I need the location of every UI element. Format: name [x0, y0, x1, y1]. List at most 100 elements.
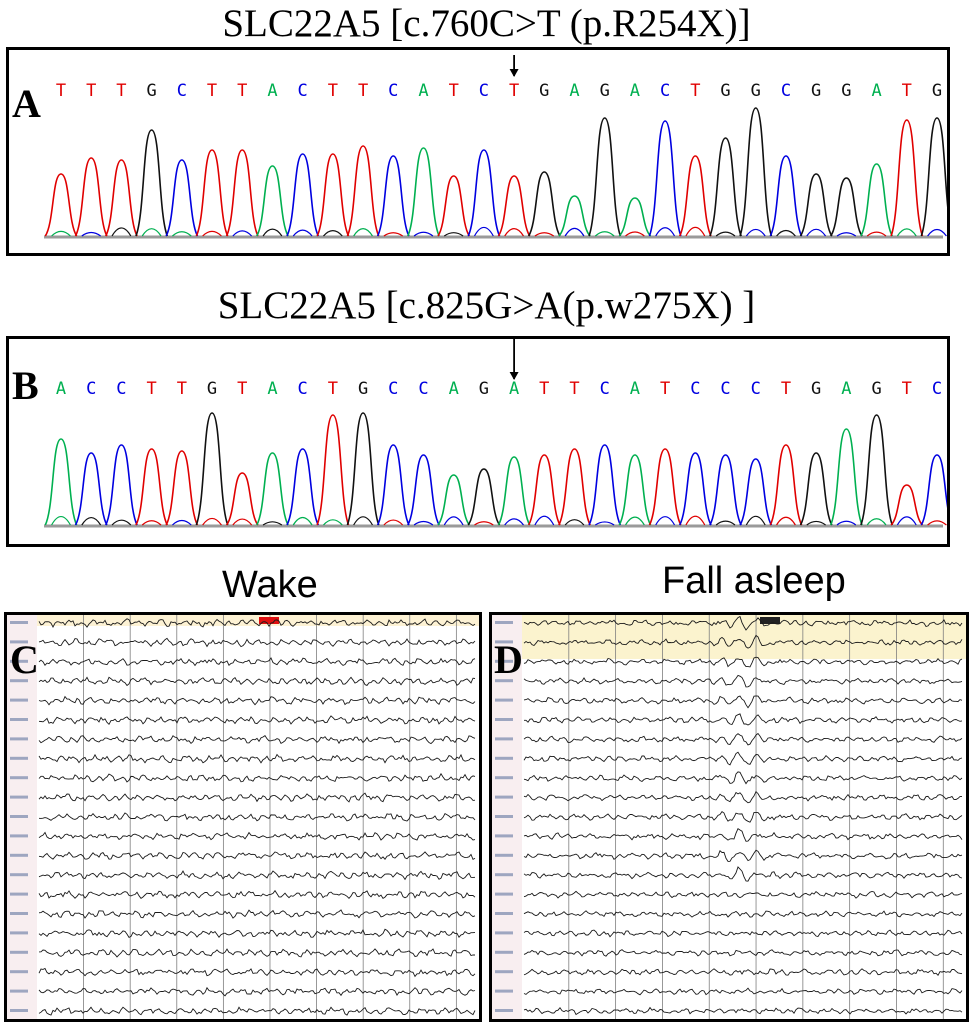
base-call-letter: T	[328, 81, 338, 101]
eeg-trace	[38, 637, 476, 648]
base-call-letter: C	[751, 379, 761, 399]
eeg-channel-label	[10, 698, 28, 702]
chromatogram-peak	[135, 448, 169, 526]
chromatogram-peak	[648, 120, 682, 237]
eeg-channel-label	[495, 659, 513, 663]
eeg-trace	[523, 656, 963, 668]
eeg-channel-label	[495, 776, 513, 780]
chromatogram-peak	[920, 454, 947, 526]
base-call-letter: C	[690, 379, 700, 399]
eeg-trace	[38, 948, 475, 958]
eeg-trace	[38, 967, 476, 978]
eeg-channel-label	[495, 698, 513, 702]
noise-peak	[534, 515, 555, 526]
chromatogram-peak	[588, 444, 622, 526]
base-call-letter: A	[630, 379, 640, 399]
base-call-letter: G	[720, 81, 730, 101]
noise-peak	[474, 521, 494, 526]
noise-peak	[232, 518, 253, 526]
chromatogram-peak	[769, 155, 803, 237]
noise-peak	[776, 229, 796, 237]
eeg-channel-label	[10, 892, 28, 896]
noise-peak	[322, 519, 343, 526]
noise-peak	[262, 228, 283, 237]
noise-peak	[715, 231, 736, 237]
noise-peak	[353, 516, 374, 526]
base-call-letter: C	[600, 379, 610, 399]
eeg-trace	[523, 674, 963, 688]
chromatogram-peak	[799, 173, 833, 237]
base-call-letter: T	[902, 379, 912, 399]
chromatogram-peak	[890, 484, 924, 526]
noise-peak	[81, 231, 101, 237]
noise-peak	[383, 519, 404, 526]
eeg-channel-label	[495, 756, 513, 760]
base-call-letter: G	[600, 81, 610, 101]
noise-peak	[171, 231, 192, 237]
base-call-letter: G	[539, 81, 549, 101]
noise-peak	[413, 231, 434, 237]
noise-peak	[202, 230, 222, 237]
eeg-channel-label	[10, 815, 28, 818]
noise-peak	[141, 520, 162, 526]
noise-peak	[322, 230, 343, 237]
base-call-letter: A	[418, 81, 428, 101]
eeg-trace	[523, 949, 963, 957]
noise-peak	[624, 516, 645, 526]
base-call-letter: A	[509, 379, 519, 399]
eeg-trace	[523, 790, 963, 804]
eeg-channel-label	[495, 737, 513, 741]
eeg-channel-label	[495, 989, 513, 993]
noise-peak	[655, 516, 676, 526]
eeg-trace	[38, 986, 476, 997]
eeg-trace	[523, 987, 963, 996]
eeg-channel-label	[10, 795, 28, 799]
noise-peak	[776, 516, 796, 526]
base-call-letter: C	[418, 379, 428, 399]
chromatogram-peak	[648, 448, 682, 526]
base-call-letter: T	[237, 379, 247, 399]
eeg-channel-label	[10, 970, 28, 974]
base-call-letter: T	[902, 81, 912, 101]
eeg-channel-label	[495, 873, 513, 877]
chromatogram-peak	[346, 412, 380, 526]
eeg-panel-c	[4, 612, 482, 1022]
eeg-channel-label	[495, 1009, 513, 1012]
chromatogram-peak	[165, 450, 199, 526]
eeg-channel-label	[10, 912, 28, 915]
panel-label-c: C	[10, 637, 39, 682]
noise-peak	[383, 232, 404, 237]
chromatogram-peak	[256, 452, 289, 526]
chromatogram-peak	[769, 444, 803, 526]
chromatogram-peak	[497, 456, 531, 526]
noise-peak	[292, 229, 313, 237]
chromatogram-peak	[829, 177, 863, 237]
eeg-channel-label	[495, 912, 513, 915]
chromatogram-peak	[588, 117, 622, 237]
eeg-trace	[38, 772, 476, 783]
base-call-letter: T	[177, 379, 187, 399]
base-call-letter: A	[841, 379, 851, 399]
eeg-trace	[38, 909, 476, 919]
eeg-trace	[523, 828, 963, 842]
noise-peak	[141, 228, 162, 237]
noise-peak	[443, 232, 464, 237]
base-call-letter: T	[569, 379, 579, 399]
chromatogram-peak	[709, 137, 742, 237]
base-call-letter: T	[116, 81, 126, 101]
noise-peak	[292, 516, 313, 526]
chromatogram-peak	[678, 452, 712, 526]
base-call-letter: T	[86, 81, 96, 101]
chromatogram-peak	[376, 155, 410, 237]
eeg-trace	[523, 732, 963, 746]
base-call-letter: T	[207, 81, 217, 101]
panel-label-a: A	[12, 81, 41, 126]
eeg-trace	[523, 849, 963, 862]
eeg-channel-label	[10, 950, 28, 954]
chromatogram-peak	[860, 163, 894, 237]
chromatogram-peak	[437, 474, 471, 526]
noise-peak	[655, 227, 676, 237]
base-call-letter: C	[388, 379, 398, 399]
